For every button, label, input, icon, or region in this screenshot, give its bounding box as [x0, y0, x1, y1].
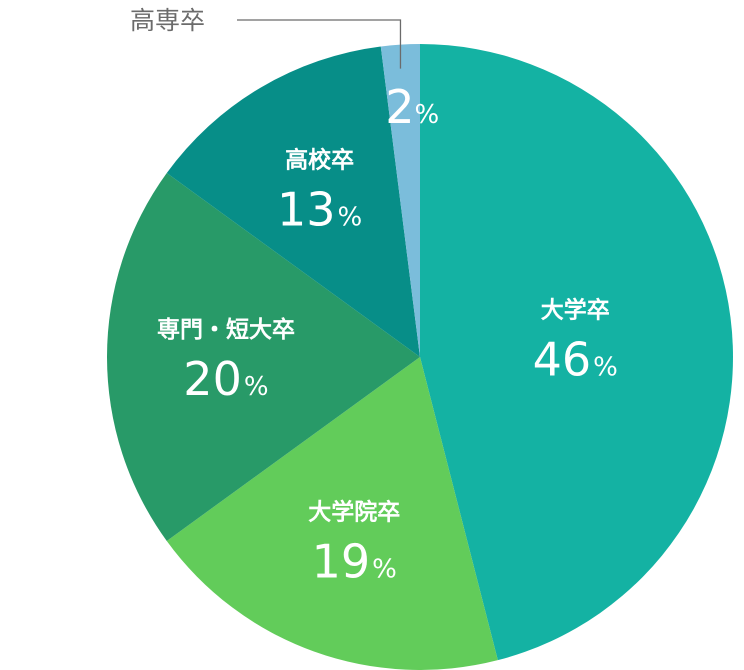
pie-labels: 大学卒 46% 大学院卒 19% 専門・短大卒 20% 高校卒 13% 2%: [157, 80, 618, 588]
slice-value-vocational-junior-college: 20%: [183, 352, 268, 406]
slice-value-high-school: 13%: [277, 182, 362, 236]
slice-label-university: 大学卒: [541, 296, 610, 323]
slice-value-technical-college: 2%: [385, 80, 439, 134]
callout-line: [237, 19, 402, 69]
pie-slices: [106, 44, 733, 670]
pie-slice-vocational-junior-college: [106, 173, 420, 541]
callout-group: 高専卒: [130, 6, 402, 69]
slice-label-graduate-school: 大学院卒: [308, 499, 400, 526]
pie-slice-graduate-school: [166, 357, 498, 670]
slice-value-graduate-school: 19%: [312, 535, 397, 589]
pie-slice-university: [420, 44, 733, 661]
slice-label-high-school: 高校卒: [285, 146, 354, 173]
slice-label-technical-college: 高専卒: [130, 6, 205, 35]
pie-slice-technical-college: [380, 44, 420, 357]
slice-value-university: 46%: [533, 332, 618, 386]
pie-slice-high-school: [166, 46, 420, 357]
slice-label-vocational-junior-college: 専門・短大卒: [157, 316, 295, 343]
